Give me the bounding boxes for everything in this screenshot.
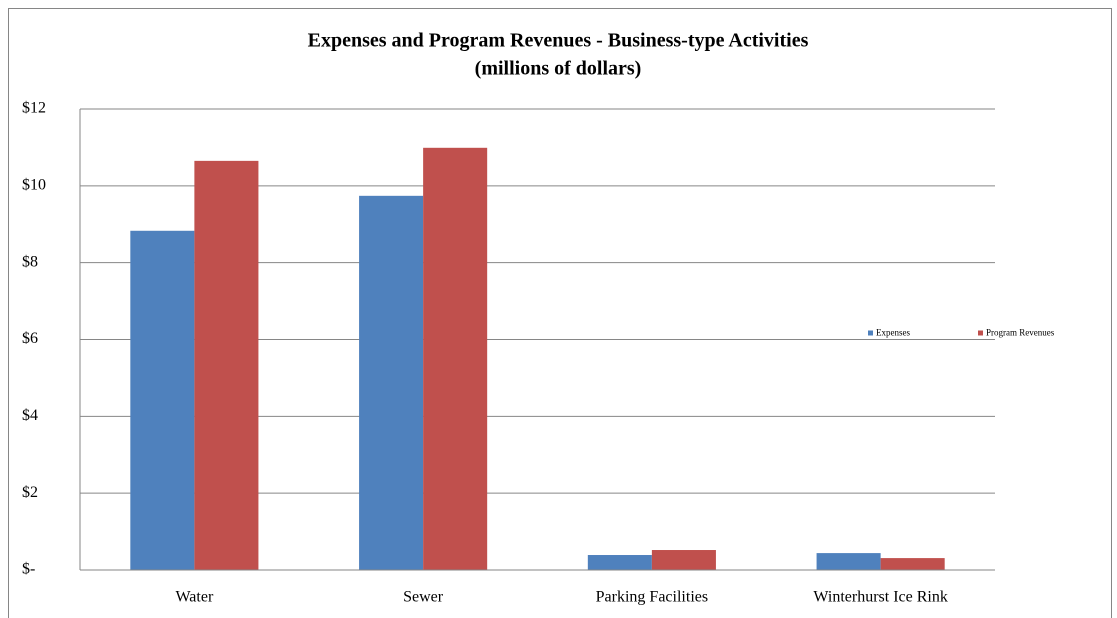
bar [194, 160, 259, 571]
chart-subtitle: (millions of dollars) [475, 58, 642, 80]
x-tick-label: Sewer [403, 589, 444, 606]
y-tick-label: $4 [22, 407, 38, 424]
legend-label: Expenses [876, 328, 910, 338]
x-tick-label: Water [175, 589, 213, 606]
y-tick-label: $6 [22, 330, 38, 347]
legend-swatch [978, 330, 983, 336]
bar [587, 555, 652, 570]
y-tick-label: $8 [22, 253, 38, 270]
bar [880, 558, 945, 570]
bar [651, 550, 716, 570]
chart-title: Expenses and Program Revenues - Business… [308, 30, 809, 52]
x-tick-label: Winterhurst Ice Rink [813, 589, 947, 606]
y-tick-label: $12 [22, 100, 46, 117]
legend-swatch [868, 330, 873, 336]
bar [816, 553, 881, 570]
bar [130, 230, 195, 571]
y-tick-label: $2 [22, 484, 38, 501]
y-tick-label: $10 [22, 177, 46, 194]
y-tick-label: $- [22, 561, 35, 578]
bar [423, 147, 488, 570]
legend-label: Program Revenues [986, 328, 1055, 338]
bar [359, 195, 424, 571]
x-tick-label: Parking Facilities [596, 589, 708, 606]
